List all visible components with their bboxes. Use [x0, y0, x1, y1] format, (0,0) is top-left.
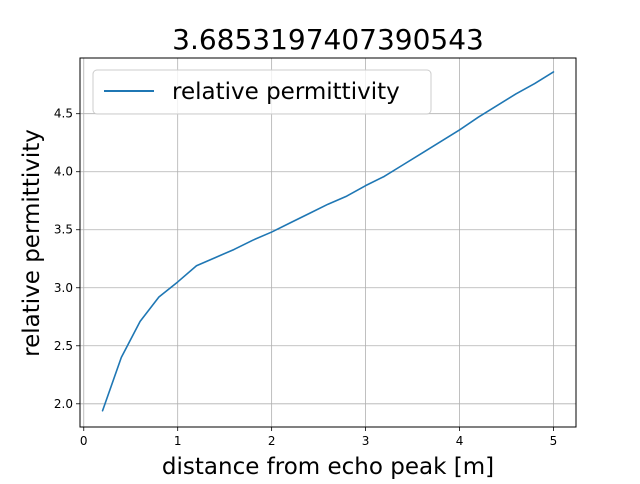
plot-frame: [79, 57, 577, 428]
y-tick-label: 3.5: [54, 223, 73, 237]
x-tick-label: 1: [174, 434, 182, 448]
y-tick-label: 2.5: [54, 339, 73, 353]
y-tick-label: 4.5: [54, 107, 73, 121]
x-axis-label: distance from echo peak [m]: [162, 454, 494, 480]
legend: relative permittivity: [92, 69, 432, 115]
y-tick-label: 2.0: [54, 397, 73, 411]
chart-title: 3.6853197407390543: [172, 23, 484, 56]
x-tick-label: 0: [80, 434, 88, 448]
y-axis-label: relative permittivity: [19, 129, 45, 357]
x-tick-label: 5: [550, 434, 558, 448]
x-tick-label: 4: [456, 434, 464, 448]
y-tick-label: 3.0: [54, 281, 73, 295]
series-layer: [101, 71, 555, 412]
x-tick-label: 2: [268, 434, 276, 448]
legend-box: [92, 69, 432, 115]
y-tick-label: 4.0: [54, 165, 73, 179]
series-line-relative-permittivity: [101, 71, 555, 412]
axis-ticks: 0 1 2 3 4 5 2.0 2.5 3.0 3.5 4.0 4.5: [54, 107, 557, 448]
legend-label-relative-permittivity: relative permittivity: [172, 79, 400, 105]
x-tick-label: 3: [362, 434, 370, 448]
